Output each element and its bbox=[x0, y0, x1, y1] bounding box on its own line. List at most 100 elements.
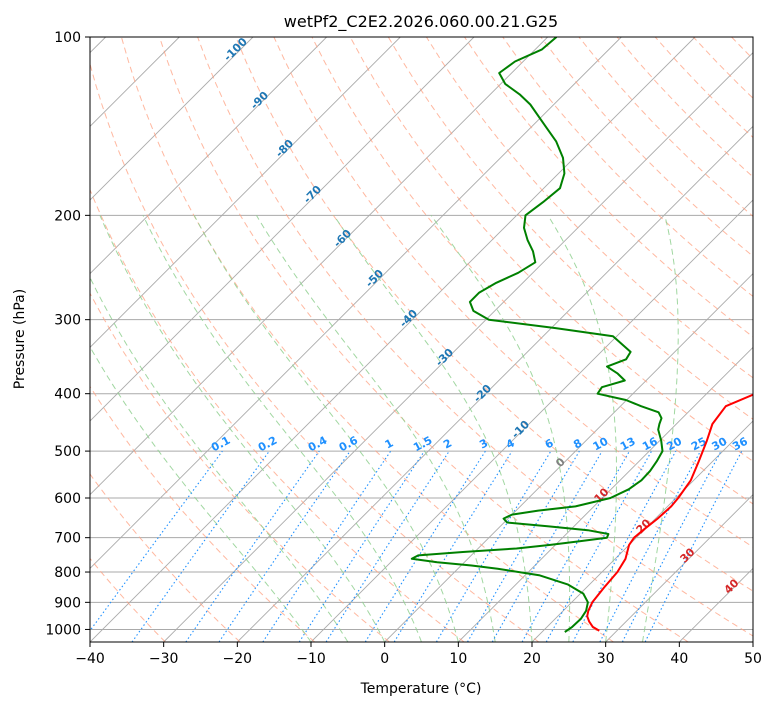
mixing-ratio-line bbox=[298, 450, 425, 642]
dry-adiabat-line bbox=[235, 37, 753, 592]
mixing-ratio-label: 10 bbox=[591, 435, 611, 454]
mixing-ratio-line bbox=[644, 450, 743, 642]
dry-adiabat-line bbox=[654, 37, 753, 139]
dry-adiabat-line bbox=[349, 37, 753, 462]
adiabat-label: 40 bbox=[722, 576, 742, 596]
dewpoint-profile-line bbox=[410, 37, 664, 633]
y-tick-label: 300 bbox=[54, 313, 81, 329]
dry-adiabat-line bbox=[120, 37, 614, 642]
mixing-ratio-line bbox=[521, 450, 630, 642]
dry-adiabat-line bbox=[464, 37, 753, 338]
mixing-ratio-line bbox=[131, 450, 270, 642]
x-tick-label: −40 bbox=[75, 651, 105, 667]
dry-adiabat-line bbox=[197, 37, 753, 637]
mixing-ratio-label: 1 bbox=[383, 436, 396, 451]
x-tick-label: 50 bbox=[744, 651, 762, 667]
mixing-ratio-line bbox=[545, 450, 653, 642]
isotherm-line bbox=[90, 37, 475, 422]
adiabat-label: 0 bbox=[553, 455, 568, 470]
mixing-ratio-label: 2 bbox=[441, 436, 454, 451]
x-tick-label: 20 bbox=[523, 651, 541, 667]
isotherm-line bbox=[605, 494, 753, 642]
moist-adiabat-line bbox=[547, 215, 617, 642]
y-tick-label: 800 bbox=[54, 565, 81, 581]
mixing-ratio-line bbox=[185, 450, 320, 642]
dry-adiabat-line bbox=[770, 37, 775, 642]
isotherm-line bbox=[90, 37, 548, 496]
dry-adiabat-line bbox=[159, 37, 689, 642]
dry-adiabat-line bbox=[273, 37, 753, 548]
mixing-ratio-line bbox=[325, 450, 450, 642]
adiabat-label: -70 bbox=[301, 183, 324, 206]
dry-adiabat-line bbox=[311, 37, 753, 505]
dry-adiabat-line bbox=[387, 37, 753, 420]
mixing-ratio-line bbox=[393, 450, 513, 642]
mixing-ratio-label: 16 bbox=[640, 435, 660, 454]
mixing-ratio-line bbox=[90, 450, 223, 632]
isotherm-line bbox=[310, 199, 753, 642]
dry-adiabat-line bbox=[425, 37, 753, 379]
x-tick-label: −20 bbox=[223, 651, 253, 667]
chart-title: wetPf2_C2E2.2026.060.00.21.G25 bbox=[284, 12, 558, 32]
x-tick-label: 30 bbox=[597, 651, 615, 667]
isotherm-line bbox=[90, 37, 401, 348]
dry-adiabat-line bbox=[90, 385, 316, 642]
isotherm-line bbox=[90, 37, 327, 275]
dry-adiabat-line bbox=[90, 292, 390, 642]
isotherm-line bbox=[163, 52, 753, 642]
line-labels: 0.1 0.2 0.4 0.6 1 1.5 2 3 4 6 8 10 13 16 20 25 30 36-100-… bbox=[209, 35, 750, 597]
moist-adiabat-line bbox=[193, 215, 459, 642]
adiabat-label: -50 bbox=[363, 267, 386, 290]
adiabat-label: -90 bbox=[248, 89, 271, 112]
plot-frame bbox=[89, 36, 754, 643]
x-axis-title: Temperature (°C) bbox=[360, 681, 482, 697]
moist-adiabat-line bbox=[99, 215, 386, 642]
adiabat-label: -40 bbox=[397, 307, 420, 330]
y-tick-label: 500 bbox=[54, 444, 81, 460]
x-tick-label: 10 bbox=[449, 651, 467, 667]
dry-adiabat-line bbox=[692, 37, 753, 99]
adiabat-label: -30 bbox=[433, 346, 456, 369]
mixing-ratio-label: 13 bbox=[618, 435, 638, 454]
isotherm-line bbox=[237, 125, 753, 642]
mixing-ratio-line bbox=[572, 450, 677, 642]
y-tick-label: 400 bbox=[54, 387, 81, 403]
mixing-ratio-label: 6 bbox=[543, 436, 556, 451]
dry-adiabat-line bbox=[90, 188, 465, 642]
y-axis-title: Pressure (hPa) bbox=[12, 289, 28, 389]
isotherm-line bbox=[384, 273, 753, 642]
dry-adiabat-line bbox=[90, 62, 540, 642]
y-tick-label: 100 bbox=[54, 30, 81, 46]
x-tick-label: 40 bbox=[670, 651, 688, 667]
mixing-ratio-line bbox=[599, 450, 701, 642]
isotherm-line bbox=[90, 37, 254, 201]
y-tick-label: 700 bbox=[54, 531, 81, 547]
x-tick-label: −10 bbox=[296, 651, 326, 667]
mixing-ratio-line bbox=[621, 450, 722, 642]
dry-adiabat-line bbox=[502, 37, 753, 298]
y-tick-label: 600 bbox=[54, 491, 81, 507]
mixing-ratio-line bbox=[467, 450, 580, 642]
y-tick-label: 200 bbox=[54, 208, 81, 224]
mixing-ratio-label: 36 bbox=[730, 435, 750, 454]
x-tick-label: 0 bbox=[380, 651, 389, 667]
mixing-ratio-line bbox=[364, 450, 486, 642]
mixing-ratio-label: 30 bbox=[710, 435, 730, 454]
mixing-ratio-line bbox=[218, 450, 351, 642]
axes: −40 −30 −20 −10 0 10 20 30 40 5010020030040050060… bbox=[45, 30, 762, 667]
adiabat-label: -60 bbox=[331, 227, 354, 250]
moist-adiabat-line bbox=[333, 215, 533, 642]
adiabat-label: -10 bbox=[509, 418, 532, 441]
moist-adiabat-line bbox=[642, 215, 679, 642]
adiabat-label: -20 bbox=[471, 382, 494, 405]
background-lines bbox=[90, 37, 775, 642]
adiabat-label: 30 bbox=[678, 545, 698, 565]
isotherm-line bbox=[458, 346, 753, 642]
adiabat-label: -100 bbox=[221, 35, 250, 64]
isotherm-line bbox=[90, 37, 622, 569]
y-tick-label: 900 bbox=[54, 595, 81, 611]
isotherm-line bbox=[752, 641, 753, 642]
dry-adiabat-line bbox=[578, 37, 753, 218]
temperature-profile-line bbox=[586, 393, 753, 632]
